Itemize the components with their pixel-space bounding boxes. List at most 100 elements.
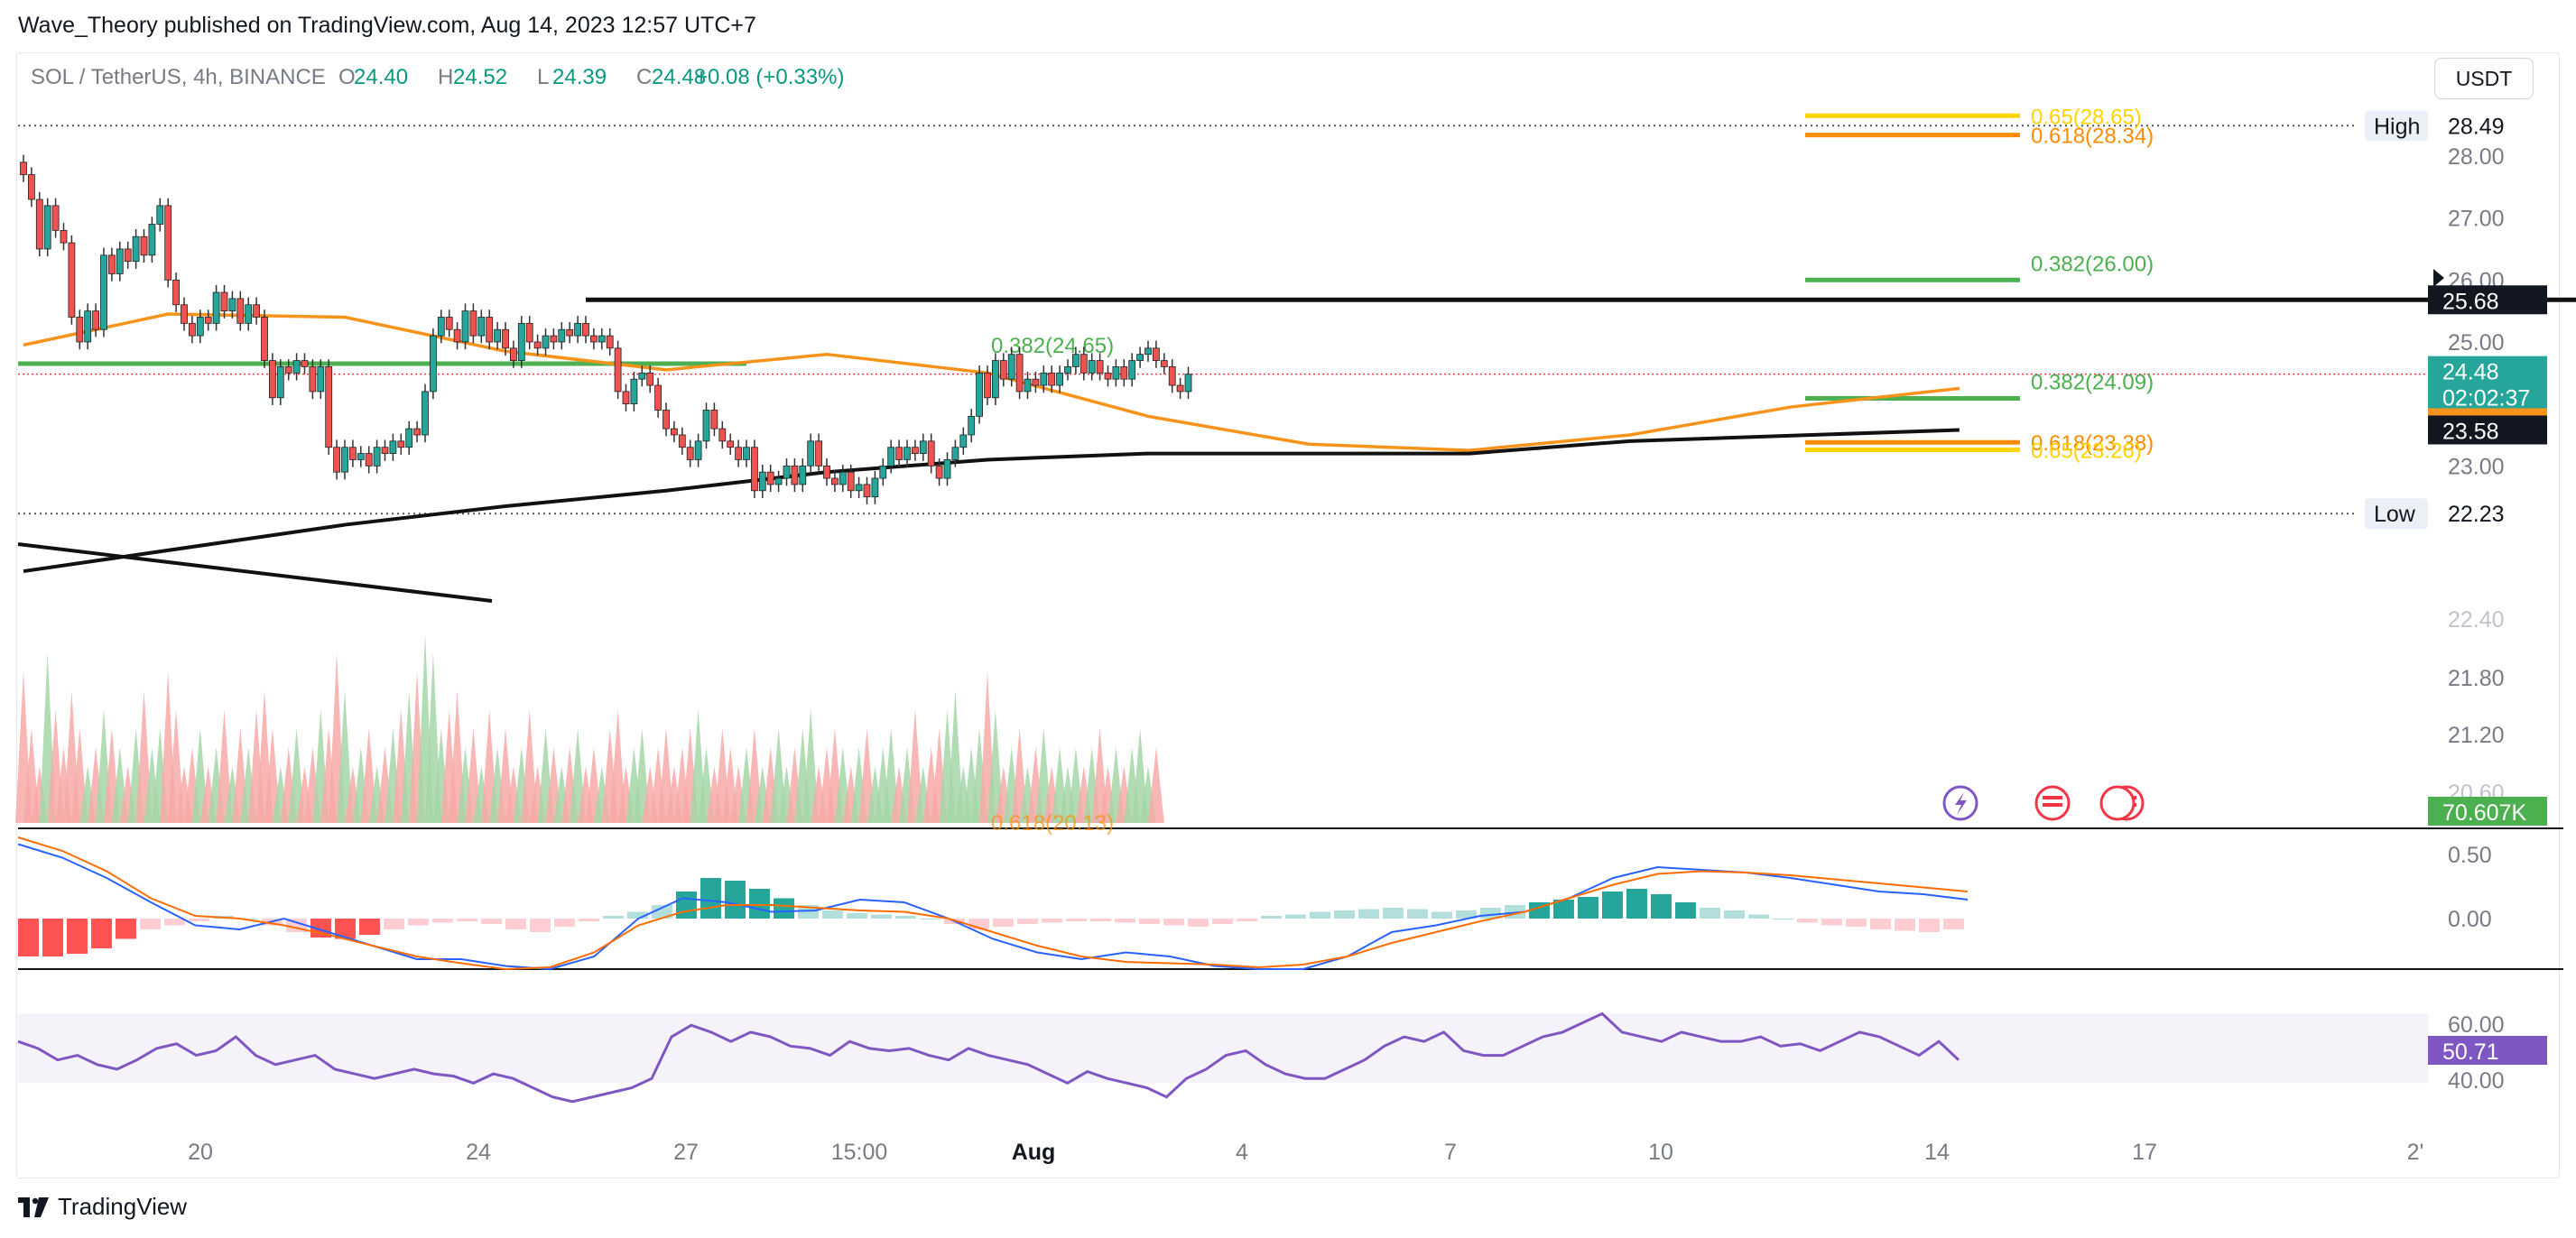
candle-body xyxy=(317,366,325,393)
candle-body xyxy=(630,378,638,405)
candle-body xyxy=(60,229,68,244)
candle-body xyxy=(51,205,60,231)
macd-histogram-bar xyxy=(1870,919,1891,929)
candle-body xyxy=(1040,372,1048,386)
candle-body xyxy=(606,335,614,349)
last-price-badge-box xyxy=(2428,356,2547,412)
candle-body xyxy=(494,328,501,343)
macd-line xyxy=(17,843,1969,971)
macd-histogram-bar xyxy=(1919,919,1940,932)
macd-histogram-bar xyxy=(993,919,1014,927)
candle-body xyxy=(381,447,389,454)
candle-body xyxy=(437,317,445,337)
candle-body xyxy=(1153,347,1160,361)
macd-histogram-bar xyxy=(1943,919,1964,929)
candle-body xyxy=(638,372,646,380)
macd-histogram-bar xyxy=(42,919,63,956)
y-tick: 27.00 xyxy=(2448,207,2505,232)
macd-histogram-bar xyxy=(116,919,136,939)
candle-body xyxy=(542,335,550,349)
candle-body xyxy=(847,471,855,492)
macd-histogram-bar xyxy=(359,919,380,935)
rsi-badge-text: 50.71 xyxy=(2442,1039,2499,1065)
footer-brand: TradingView xyxy=(58,1193,188,1220)
macd-histogram-bar xyxy=(432,919,453,923)
x-tick: 14 xyxy=(1924,1140,1950,1165)
candle-body xyxy=(132,236,140,263)
candle-body xyxy=(405,428,413,448)
tradingview-logo-icon xyxy=(18,1196,49,1217)
candle-body xyxy=(453,328,461,343)
candle-body xyxy=(140,236,148,256)
macd-histogram-bar xyxy=(1432,911,1452,919)
high-label: High xyxy=(2374,114,2420,139)
candle-body xyxy=(895,447,903,460)
low-label: Low xyxy=(2374,502,2416,527)
flash-bolt-icon xyxy=(1955,792,1967,815)
low-value: 22.23 xyxy=(2448,502,2505,527)
macd-histogram-bar xyxy=(1042,919,1062,923)
x-tick: 27 xyxy=(673,1140,699,1165)
candle-body xyxy=(357,453,365,460)
publisher-line: Wave_Theory published on TradingView.com… xyxy=(18,13,756,38)
macd-histogram-bar xyxy=(1895,919,1915,931)
macd-histogram-bar xyxy=(384,919,404,929)
ohlc-l-label: L xyxy=(537,65,549,89)
macd-histogram-bar xyxy=(18,919,39,956)
candle-body xyxy=(735,447,742,460)
macd-histogram-bar xyxy=(822,910,843,919)
candle-body xyxy=(1160,360,1168,367)
x-tick: 24 xyxy=(466,1140,491,1165)
candle-body xyxy=(887,447,895,467)
fib-faint-label: 0.618(20.13) xyxy=(991,811,1114,836)
fib-level-label: 0.618(28.34) xyxy=(2031,125,2154,149)
ohlc-h-label: H xyxy=(438,65,453,89)
macd-histogram-bar xyxy=(1578,897,1598,919)
macd-histogram-bar xyxy=(1188,919,1209,927)
macd-histogram-bar xyxy=(67,919,88,954)
macd-histogram-bar xyxy=(1383,908,1404,919)
scroll-right-icon xyxy=(2433,269,2444,287)
candle-body xyxy=(181,304,188,324)
candle-body xyxy=(943,459,951,479)
candle-body xyxy=(718,428,727,442)
candle-body xyxy=(879,465,887,479)
candle-body xyxy=(774,477,783,485)
macd-histogram-bar xyxy=(652,905,672,919)
x-tick: 4 xyxy=(1236,1140,1248,1165)
macd-histogram-bar xyxy=(1626,889,1647,919)
candle-body xyxy=(429,335,437,393)
candle-body xyxy=(590,335,598,343)
macd-histogram-bar xyxy=(749,889,770,919)
candle-body xyxy=(984,372,991,399)
candle-body xyxy=(164,205,172,281)
currency-button[interactable]: USDT xyxy=(2434,58,2534,99)
candle-body xyxy=(951,447,959,460)
candle-body xyxy=(1007,354,1015,380)
candle-body xyxy=(68,242,76,318)
low-label-box xyxy=(2365,498,2428,530)
candle-body xyxy=(422,391,429,436)
candle-body xyxy=(927,440,935,467)
macd-histogram-bar xyxy=(1700,908,1720,919)
macd-histogram-bar xyxy=(1261,916,1282,919)
candle-body xyxy=(654,384,662,411)
macd-histogram-bar xyxy=(725,881,746,919)
macd-histogram-bar xyxy=(847,913,867,919)
macd-histogram-bar xyxy=(1285,914,1306,919)
rsi-tick: 60.00 xyxy=(2448,1012,2505,1038)
tradingview-footer: TradingView xyxy=(18,1193,187,1221)
volume-bar xyxy=(1147,747,1164,823)
candle-body xyxy=(702,410,710,442)
rsi-badge-box xyxy=(2428,1036,2547,1065)
candle-body xyxy=(1144,347,1152,356)
y-tick: 23.00 xyxy=(2448,454,2505,479)
candle-body xyxy=(1080,354,1088,374)
macd-histogram-bar xyxy=(1846,919,1867,927)
macd-histogram-bar xyxy=(1334,910,1355,919)
candle-body xyxy=(710,410,718,430)
candle-body xyxy=(413,428,422,436)
candle-body xyxy=(823,465,830,479)
macd-histogram-bar xyxy=(554,919,575,927)
